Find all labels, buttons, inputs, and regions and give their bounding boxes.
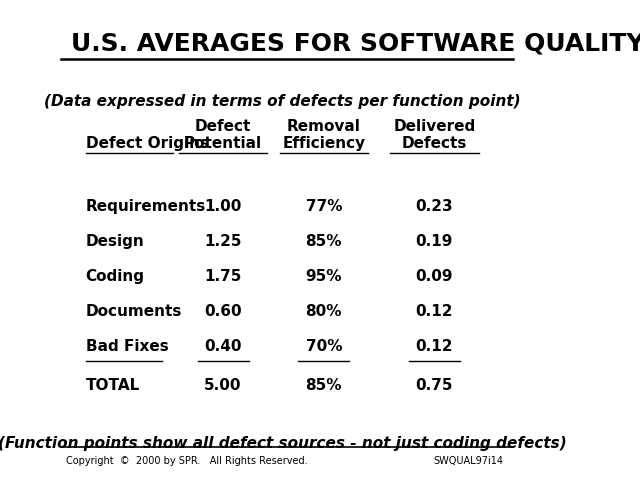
Text: 0.12: 0.12	[415, 339, 453, 354]
Text: 95%: 95%	[305, 269, 342, 284]
Text: U.S. AVERAGES FOR SOFTWARE QUALITY: U.S. AVERAGES FOR SOFTWARE QUALITY	[71, 31, 640, 55]
Text: 80%: 80%	[305, 304, 342, 319]
Text: Bad Fixes: Bad Fixes	[86, 339, 168, 354]
Text: 0.09: 0.09	[415, 269, 453, 284]
Text: Requirements: Requirements	[86, 199, 205, 214]
Text: 1.25: 1.25	[204, 234, 242, 249]
Text: Documents: Documents	[86, 304, 182, 319]
Text: (Function points show all defect sources - not just coding defects): (Function points show all defect sources…	[0, 436, 566, 451]
Text: 1.00: 1.00	[204, 199, 242, 214]
Text: Coding: Coding	[86, 269, 145, 284]
Text: 85%: 85%	[305, 234, 342, 249]
Text: 85%: 85%	[305, 378, 342, 393]
Text: TOTAL: TOTAL	[86, 378, 140, 393]
Text: Defect
Potential: Defect Potential	[184, 119, 262, 151]
Text: 0.75: 0.75	[415, 378, 453, 393]
Text: Design: Design	[86, 234, 144, 249]
Text: SWQUAL97i14: SWQUAL97i14	[433, 456, 503, 466]
Text: 0.19: 0.19	[415, 234, 453, 249]
Text: 1.75: 1.75	[204, 269, 242, 284]
Text: 5.00: 5.00	[204, 378, 242, 393]
Text: 77%: 77%	[305, 199, 342, 214]
Text: Defect Origins: Defect Origins	[86, 136, 209, 151]
Text: Copyright  ©  2000 by SPR.   All Rights Reserved.: Copyright © 2000 by SPR. All Rights Rese…	[66, 456, 307, 466]
Text: 0.12: 0.12	[415, 304, 453, 319]
Text: 0.60: 0.60	[204, 304, 242, 319]
Text: Delivered
Defects: Delivered Defects	[393, 119, 476, 151]
Text: 0.23: 0.23	[415, 199, 453, 214]
Text: 70%: 70%	[305, 339, 342, 354]
Text: Removal
Efficiency: Removal Efficiency	[282, 119, 365, 151]
Text: (Data expressed in terms of defects per function point): (Data expressed in terms of defects per …	[44, 94, 520, 108]
Text: 0.40: 0.40	[204, 339, 242, 354]
